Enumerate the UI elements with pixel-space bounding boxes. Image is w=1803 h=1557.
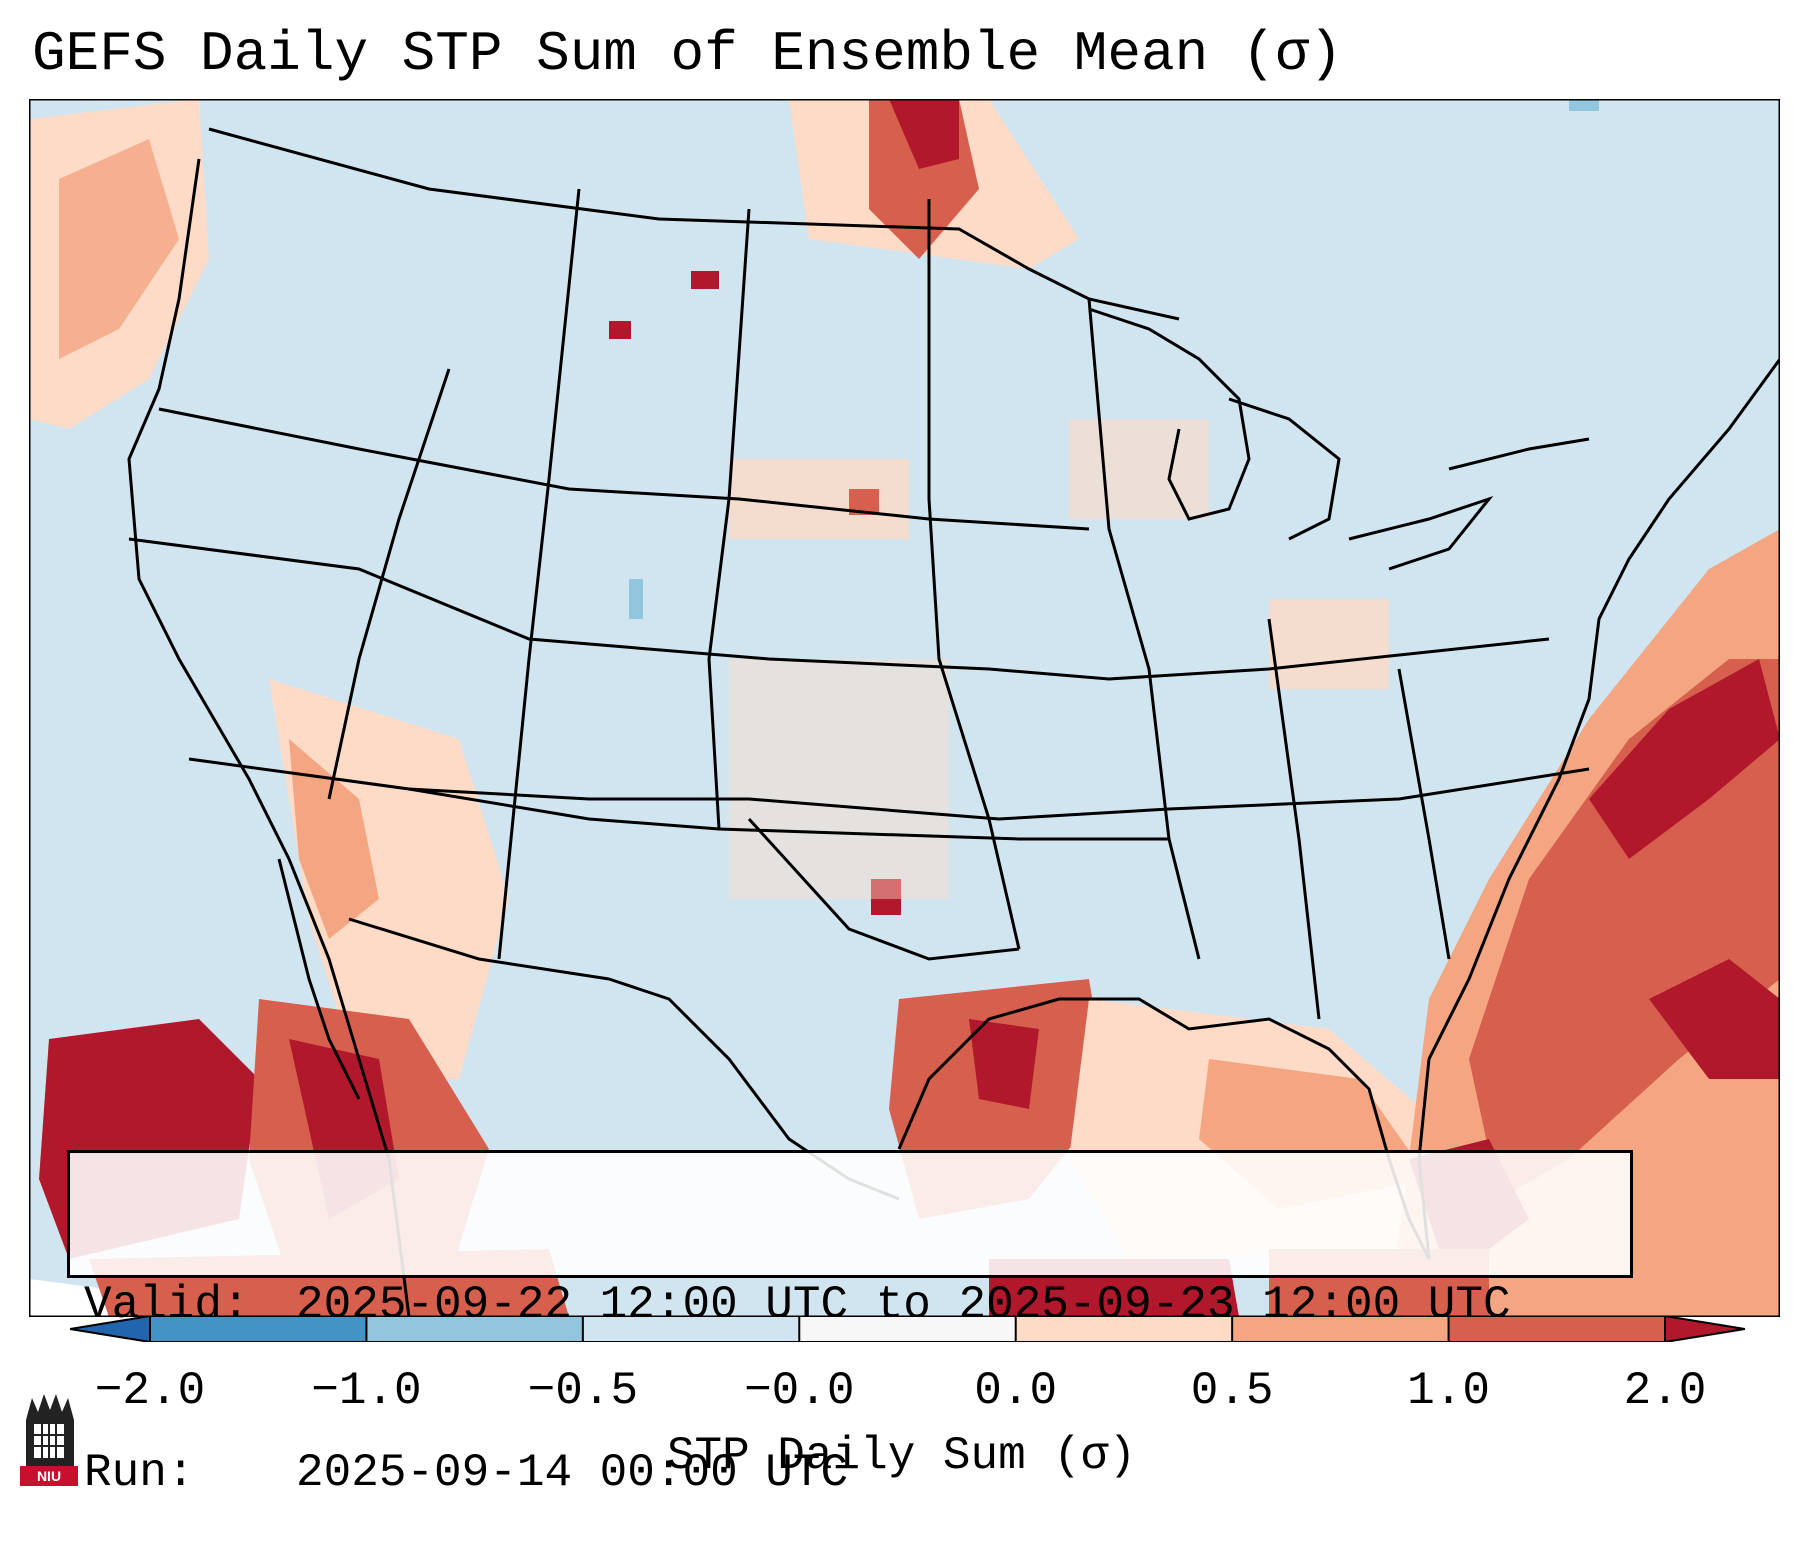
- colorbar-tick-label: 1.0: [1407, 1365, 1490, 1417]
- field-southwest-med: [289, 739, 379, 939]
- lake-michigan: [1088, 307, 1251, 521]
- colorbar-tick-label: −2.0: [94, 1365, 206, 1417]
- colorbar-extend-high: [1665, 1316, 1745, 1342]
- colorbar-segment: [582, 1316, 800, 1342]
- colorbar-tick-label: −1.0: [311, 1365, 422, 1417]
- border-mexico-west: [348, 917, 610, 981]
- patch-montana-2: [609, 321, 631, 339]
- field-atlantic-high-2: [1649, 959, 1780, 1079]
- valid-run-infobox: Valid: 2025-09-22 12:00 UTC to 2025-09-23…: [67, 1150, 1633, 1499]
- state-line-v3: [707, 208, 751, 830]
- lake-erie: [1348, 495, 1494, 571]
- colorbar-segment: [150, 1316, 367, 1342]
- state-line-3: [188, 757, 1590, 821]
- lake-huron: [1228, 397, 1341, 541]
- patch-ohio: [1269, 599, 1389, 689]
- state-line-v2: [497, 188, 581, 960]
- coast-baja: [277, 858, 361, 1100]
- field-canada-high: [889, 99, 959, 169]
- coast-atlantic: [1417, 358, 1780, 1260]
- field-gulf-west-high: [969, 1019, 1039, 1109]
- state-line-v6: [1267, 618, 1321, 1020]
- colorbar-tick-label: 0.0: [974, 1365, 1058, 1417]
- colorbar-segment: [799, 1316, 1017, 1342]
- colorbar-segment: [366, 1316, 584, 1342]
- logo-banner: [20, 1466, 78, 1486]
- state-line-v1: [327, 368, 451, 800]
- state-line-v4: [927, 199, 1021, 950]
- state-line-v5: [1087, 298, 1201, 960]
- colorbar-tick-label: 0.5: [1190, 1365, 1274, 1417]
- colorbar-segment: [1448, 1316, 1666, 1342]
- patch-texas: [871, 879, 901, 915]
- run-value: 2025-09-14 00:00 UTC: [296, 1447, 849, 1499]
- coast-pacific: [127, 158, 411, 1317]
- chart-title: GEFS Daily STP Sum of Ensemble Mean (σ): [32, 22, 1343, 86]
- colorbar-segment: [1232, 1316, 1450, 1342]
- patch-canada-neg: [1569, 99, 1599, 111]
- colorbar-tick-label: −0.5: [527, 1365, 639, 1417]
- colorbar-extend-low: [70, 1316, 150, 1342]
- patch-plains: [729, 659, 949, 899]
- niu-logo: [20, 1394, 78, 1486]
- colorbar-segment: [1015, 1316, 1233, 1342]
- state-line-v7: [1397, 668, 1451, 960]
- run-label: Run:: [84, 1447, 195, 1499]
- field-atlantic-high-1: [1589, 659, 1780, 859]
- state-line-1: [158, 407, 1090, 531]
- colorbar-label: STP Daily Sum (σ): [666, 1430, 1137, 1482]
- patch-wisconsin: [1069, 419, 1209, 519]
- state-line-2: [128, 537, 1550, 681]
- logo-window-bars-icon: [34, 1424, 64, 1458]
- field-pnw-med: [59, 139, 179, 359]
- patch-montana: [691, 271, 719, 289]
- boundaries: [127, 127, 1780, 1317]
- colorbar: [70, 1316, 1745, 1342]
- logo-text: NIU: [36, 1468, 62, 1484]
- lake-ontario: [1448, 437, 1590, 471]
- patch-nebraska: [729, 459, 909, 539]
- colorbar-tick-label: 2.0: [1623, 1365, 1707, 1417]
- stp-map: [29, 99, 1780, 1317]
- state-line-5: [747, 817, 1020, 961]
- patch-colorado-neg: [629, 579, 643, 619]
- colorbar-tick-label: −0.0: [744, 1365, 855, 1417]
